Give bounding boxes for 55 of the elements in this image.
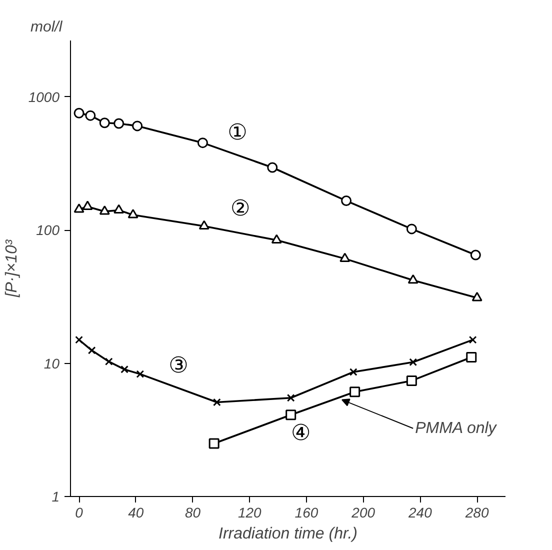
x-tick-label: 80 xyxy=(184,504,201,520)
point xyxy=(74,203,84,213)
point xyxy=(466,352,477,363)
point xyxy=(88,346,96,354)
y-tick-label: 1 xyxy=(52,488,60,504)
x-tick-label: 200 xyxy=(350,504,376,520)
point xyxy=(74,108,84,118)
point xyxy=(82,200,93,210)
point xyxy=(85,110,96,121)
x-tick-label: 280 xyxy=(464,504,489,520)
point xyxy=(271,234,282,244)
point xyxy=(470,250,481,260)
point xyxy=(350,386,360,398)
x-tick-label: 40 xyxy=(128,504,144,520)
point xyxy=(99,206,110,215)
point xyxy=(409,358,418,366)
series-label: ② xyxy=(230,196,250,222)
y-tick-label: 1000 xyxy=(28,88,60,105)
point xyxy=(114,204,124,214)
point xyxy=(197,138,208,148)
x-tick-label: 120 xyxy=(238,504,262,520)
x-tick-label: 0 xyxy=(75,504,84,520)
point xyxy=(99,118,110,128)
point xyxy=(408,274,418,284)
point xyxy=(349,368,358,376)
point xyxy=(114,118,124,129)
point xyxy=(406,224,417,234)
y-tick-label: 10 xyxy=(44,355,60,372)
series-label: ③ xyxy=(168,354,188,379)
point xyxy=(132,120,143,132)
point xyxy=(198,220,210,230)
point xyxy=(267,162,278,173)
y-axis-title: [P·]×10³ xyxy=(3,239,20,298)
text: mol/l xyxy=(30,18,63,36)
series-label: ④ xyxy=(290,420,311,446)
x-tick-label: 160 xyxy=(294,504,318,520)
x-tick-label: 240 xyxy=(408,504,432,520)
point xyxy=(340,252,350,262)
point xyxy=(472,292,482,302)
point xyxy=(212,398,221,406)
point xyxy=(286,394,295,402)
point xyxy=(128,208,138,218)
annotation: PMMA only xyxy=(415,420,498,437)
y-tick-label: 100 xyxy=(36,222,60,238)
x-axis-title: Irradiation time (hr.) xyxy=(218,526,358,542)
point xyxy=(341,196,352,206)
point xyxy=(286,410,296,420)
series-label: ① xyxy=(228,120,248,146)
point xyxy=(406,375,417,386)
point xyxy=(104,358,113,366)
point xyxy=(75,336,83,344)
point xyxy=(208,438,220,449)
point xyxy=(136,370,144,378)
point xyxy=(120,365,128,374)
point xyxy=(468,336,477,344)
